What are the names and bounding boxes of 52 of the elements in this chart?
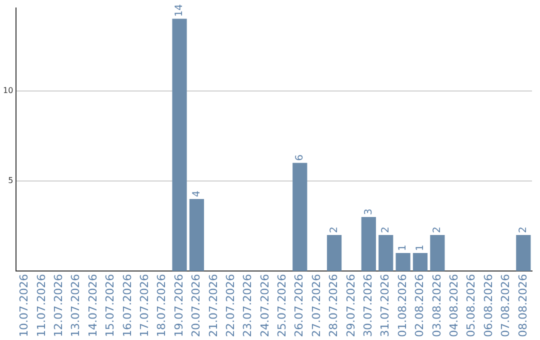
data-label: 2 <box>380 226 392 233</box>
bar <box>516 234 531 272</box>
x-tick-label: 29.07.2026 <box>344 274 358 338</box>
data-label: 2 <box>518 226 529 233</box>
bar <box>292 162 308 272</box>
x-tick-label: 31.07.2026 <box>378 274 392 338</box>
bar <box>378 234 394 272</box>
y-tick-label: 10 <box>2 86 14 95</box>
data-label: 3 <box>363 208 374 215</box>
bar <box>326 234 342 272</box>
x-tick-label: 23.07.2026 <box>241 274 254 338</box>
x-tick-label: 17.07.2026 <box>138 274 151 338</box>
x-tick-label: 21.07.2026 <box>206 274 220 338</box>
x-tick-label: 05.08.2026 <box>464 274 478 338</box>
x-tick-label: 03.08.2026 <box>430 274 444 338</box>
bar <box>189 198 204 272</box>
x-tick-label: 07.08.2026 <box>499 274 512 338</box>
x-tick-label: 14.07.2026 <box>86 274 100 338</box>
x-tick-label: 18.07.2026 <box>155 274 168 338</box>
x-tick-label: 08.08.2026 <box>516 274 530 338</box>
data-label: 2 <box>328 226 340 233</box>
x-tick-label: 04.08.2026 <box>447 274 460 338</box>
data-label: 1 <box>414 244 426 252</box>
x-tick-label: 28.07.2026 <box>327 274 340 338</box>
x-tick-label: 27.07.2026 <box>310 274 323 338</box>
bar <box>430 234 445 272</box>
x-tick-label: 24.07.2026 <box>258 274 272 338</box>
x-tick-label: 20.07.2026 <box>190 274 203 338</box>
x-tick-label: 22.07.2026 <box>224 274 237 338</box>
x-tick-label: 02.08.2026 <box>413 274 426 338</box>
bar <box>396 253 410 272</box>
x-tick-label: 25.07.2026 <box>276 274 289 338</box>
bar <box>412 253 428 272</box>
bar <box>172 18 187 272</box>
x-tick-label: 06.08.2026 <box>482 274 495 338</box>
x-tick-label: 12.07.2026 <box>52 274 66 338</box>
x-tick-label: 16.07.2026 <box>120 274 134 338</box>
x-tick-label: 10.07.2026 <box>18 274 31 338</box>
data-label: 6 <box>294 154 306 161</box>
x-tick-label: 01.08.2026 <box>396 274 409 338</box>
x-tick-label: 11.07.2026 <box>34 274 48 338</box>
x-tick-label: 19.07.2026 <box>172 274 186 338</box>
data-label: 4 <box>191 190 202 197</box>
y-tick-label: 5 <box>8 176 14 186</box>
x-tick-label: 26.07.2026 <box>292 274 306 338</box>
x-tick-label: 30.07.2026 <box>362 274 375 338</box>
bar <box>361 216 376 272</box>
data-label: 1 <box>398 244 409 252</box>
x-tick-label: 13.07.2026 <box>69 274 82 338</box>
data-label: 14 <box>174 4 186 17</box>
x-tick-label: 15.07.2026 <box>104 274 117 338</box>
data-label: 2 <box>432 226 444 233</box>
